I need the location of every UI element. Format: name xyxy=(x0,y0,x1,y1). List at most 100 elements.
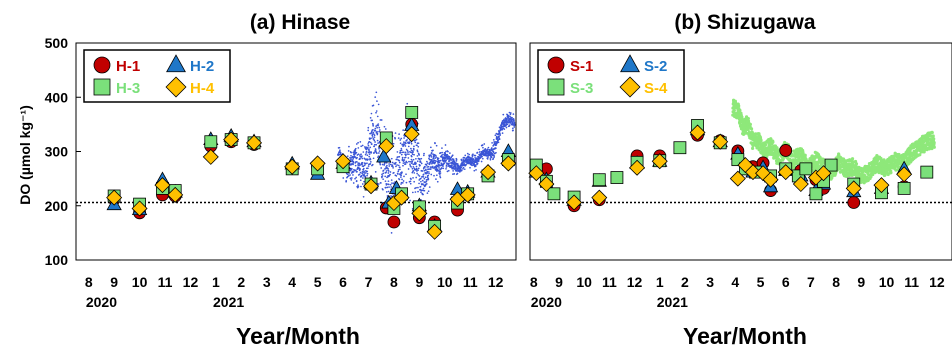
continuous-do-dot xyxy=(361,183,364,185)
continuous-do-dot xyxy=(425,169,427,171)
legend-marker-h-2 xyxy=(166,54,186,73)
point-s-4 xyxy=(528,165,545,182)
continuous-do-dot xyxy=(486,154,488,157)
x-tick-label: 12 xyxy=(627,274,643,290)
continuous-do-dot xyxy=(400,153,403,156)
continuous-do-dot xyxy=(387,170,390,172)
continuous-do-dot xyxy=(430,173,433,176)
continuous-do-dot xyxy=(399,151,402,154)
continuous-do-dot xyxy=(436,174,438,177)
continuous-do-dot xyxy=(438,161,441,164)
continuous-do-dot xyxy=(486,158,489,160)
continuous-do-dot xyxy=(359,141,362,143)
continuous-do-dot xyxy=(375,143,378,146)
continuous-do-dot xyxy=(386,164,388,167)
continuous-do-dot xyxy=(368,153,371,155)
continuous-do-dot xyxy=(358,164,360,167)
continuous-do-dot xyxy=(374,96,377,98)
continuous-do-dot xyxy=(475,169,477,171)
continuous-do-dot xyxy=(446,170,449,173)
continuous-do-dot xyxy=(738,108,742,112)
continuous-do-dot xyxy=(377,123,380,125)
point-h-4 xyxy=(154,177,171,194)
continuous-do-dot xyxy=(411,153,414,156)
continuous-do-dot xyxy=(437,159,440,162)
continuous-do-dot xyxy=(350,179,353,181)
legend-label-h-3: H-3 xyxy=(116,80,140,97)
continuous-do-dot xyxy=(402,164,404,167)
continuous-do-dot xyxy=(352,174,354,176)
continuous-do-dot xyxy=(457,165,460,168)
point-s-1 xyxy=(847,196,861,209)
continuous-do-dot xyxy=(775,146,779,150)
continuous-do-dot xyxy=(470,162,473,165)
point-h-4 xyxy=(411,205,428,222)
continuous-do-dot xyxy=(385,184,388,186)
legend-marker-h-3 xyxy=(93,78,111,96)
continuous-do-dot xyxy=(420,157,423,160)
continuous-do-dot xyxy=(363,174,366,176)
series-s-4 xyxy=(528,124,913,211)
continuous-do-dot xyxy=(402,129,405,131)
x-tick-label: 8 xyxy=(390,274,398,290)
x-tick-label: 5 xyxy=(757,274,765,290)
continuous-do-dot xyxy=(466,152,469,155)
continuous-do-dot xyxy=(493,155,496,157)
point-h-4 xyxy=(246,134,263,151)
continuous-do-dot xyxy=(390,157,393,160)
continuous-do-dot xyxy=(352,160,355,163)
continuous-do-dot xyxy=(471,161,474,164)
continuous-do-dot xyxy=(444,144,447,146)
continuous-do-dot xyxy=(463,168,466,171)
continuous-do-dot xyxy=(373,151,375,154)
continuous-do-dot xyxy=(410,178,412,180)
continuous-do-dot xyxy=(453,173,456,175)
continuous-do-dot xyxy=(732,108,736,113)
continuous-do-dot xyxy=(474,156,476,159)
continuous-do-dot xyxy=(439,175,441,177)
continuous-do-dot xyxy=(404,156,407,159)
continuous-do-dot xyxy=(443,162,446,164)
continuous-do-dot xyxy=(409,160,412,163)
panel-shizugawa: (b) Shizugawa 8 9 10 11 12 1 2 3 4 5 6 7 8 9 10 11 12202… xyxy=(528,11,952,349)
continuous-do-dot xyxy=(427,178,430,181)
continuous-do-dot xyxy=(435,178,437,180)
continuous-do-dot xyxy=(476,151,479,154)
continuous-do-dot xyxy=(416,150,419,153)
continuous-do-dot xyxy=(432,167,435,169)
continuous-do-dot xyxy=(410,142,413,145)
continuous-do-dot xyxy=(415,162,417,164)
continuous-do-dot xyxy=(463,162,465,164)
continuous-do-dot xyxy=(871,172,875,177)
continuous-do-dot xyxy=(513,124,516,126)
continuous-do-dot xyxy=(918,153,922,157)
continuous-do-dot xyxy=(387,183,390,186)
continuous-do-dot xyxy=(468,153,471,156)
continuous-do-dot xyxy=(432,153,434,156)
continuous-do-dot xyxy=(430,168,432,170)
continuous-do-dot xyxy=(410,155,413,158)
continuous-do-dot xyxy=(397,164,400,167)
point-s-4 xyxy=(629,159,646,176)
continuous-do-dot xyxy=(359,164,362,166)
continuous-do-dot xyxy=(387,167,389,170)
continuous-do-dot xyxy=(365,152,367,154)
year-label: 2020 xyxy=(86,294,117,310)
continuous-do-dot xyxy=(764,142,768,147)
continuous-do-dot xyxy=(379,129,381,131)
continuous-do-dot xyxy=(421,179,424,182)
continuous-do-dot xyxy=(413,172,416,174)
continuous-do-dot xyxy=(365,146,368,149)
continuous-do-dot xyxy=(351,167,353,170)
continuous-do-dot xyxy=(502,113,505,116)
continuous-do-dot xyxy=(412,163,415,166)
continuous-do-dot xyxy=(406,102,409,105)
continuous-do-dot xyxy=(442,167,445,170)
continuous-do-dot xyxy=(803,153,807,157)
continuous-do-dot xyxy=(381,175,384,177)
continuous-do-dot xyxy=(403,159,406,161)
x-tick-label: 10 xyxy=(576,274,592,290)
x-tick-label: 4 xyxy=(731,274,739,290)
legend-label-h-4: H-4 xyxy=(190,80,215,97)
continuous-do-dot xyxy=(402,151,405,154)
